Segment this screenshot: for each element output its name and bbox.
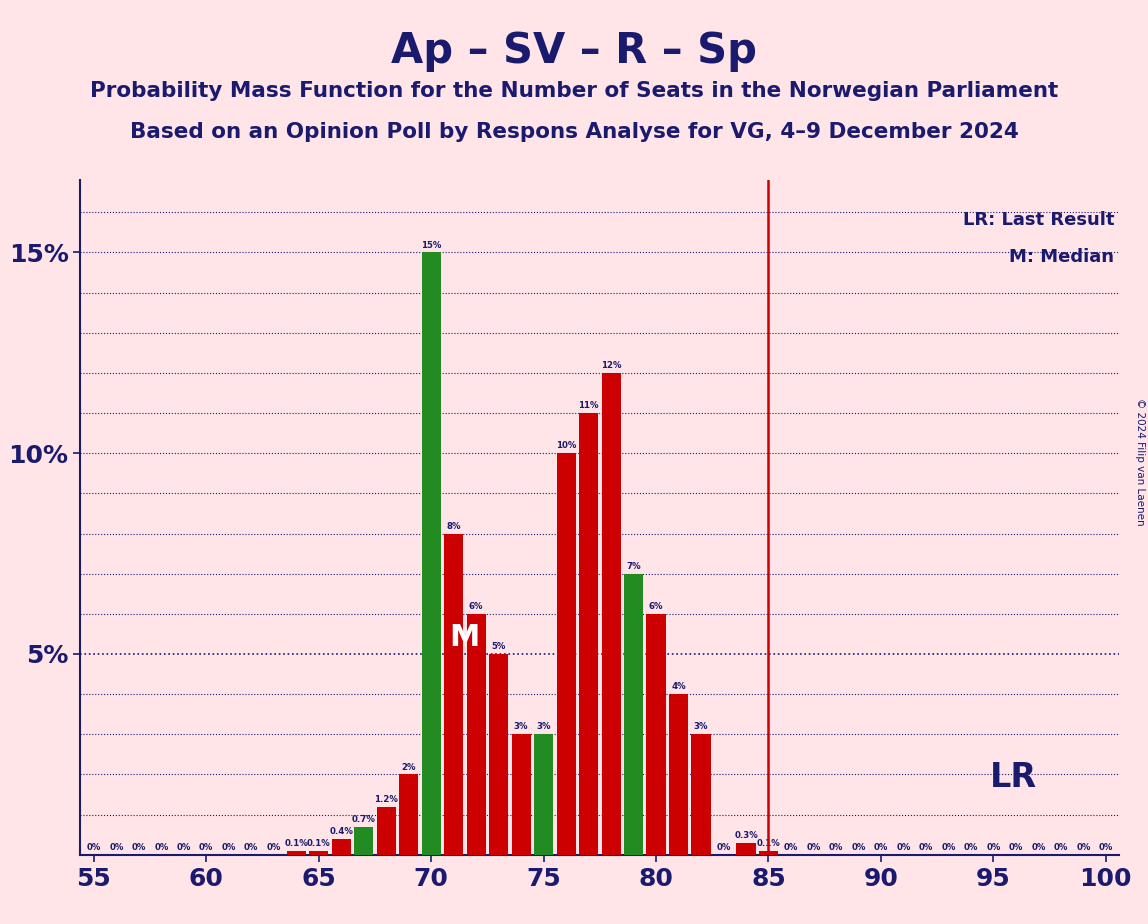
Text: 0%: 0% (1099, 843, 1114, 852)
Text: 0%: 0% (109, 843, 124, 852)
Text: 0%: 0% (132, 843, 146, 852)
Text: Based on an Opinion Poll by Respons Analyse for VG, 4–9 December 2024: Based on an Opinion Poll by Respons Anal… (130, 122, 1018, 142)
Text: 15%: 15% (421, 240, 441, 249)
Text: 0.4%: 0.4% (329, 827, 354, 836)
Text: 7%: 7% (627, 562, 641, 571)
Text: 0.1%: 0.1% (307, 839, 331, 848)
Text: Ap – SV – R – Sp: Ap – SV – R – Sp (391, 30, 757, 71)
Bar (759, 851, 778, 855)
Bar (737, 843, 755, 855)
Text: 0.3%: 0.3% (734, 831, 758, 840)
Bar (377, 807, 396, 855)
Bar (669, 694, 688, 855)
Text: 0%: 0% (986, 843, 1001, 852)
Text: 3%: 3% (693, 723, 708, 732)
Text: 12%: 12% (600, 361, 621, 371)
Text: © 2024 Filip van Laenen: © 2024 Filip van Laenen (1135, 398, 1145, 526)
Text: 0%: 0% (784, 843, 798, 852)
Text: 0%: 0% (177, 843, 191, 852)
Text: Probability Mass Function for the Number of Seats in the Norwegian Parliament: Probability Mass Function for the Number… (90, 81, 1058, 102)
Text: 8%: 8% (447, 522, 460, 530)
Text: 0%: 0% (941, 843, 955, 852)
Bar (557, 453, 575, 855)
Text: 4%: 4% (672, 682, 685, 691)
Bar (354, 827, 373, 855)
Bar (579, 413, 598, 855)
Text: 0%: 0% (963, 843, 978, 852)
Text: M: Median: M: Median (1009, 248, 1114, 265)
Bar (421, 252, 441, 855)
Text: LR: Last Result: LR: Last Result (963, 211, 1114, 228)
Text: 0%: 0% (199, 843, 214, 852)
Text: 0%: 0% (1031, 843, 1046, 852)
Bar (400, 774, 418, 855)
Text: 0%: 0% (1054, 843, 1068, 852)
Text: 6%: 6% (649, 602, 664, 611)
Bar (444, 533, 463, 855)
Text: 6%: 6% (468, 602, 483, 611)
Text: 10%: 10% (556, 442, 576, 450)
Text: 0.1%: 0.1% (285, 839, 308, 848)
Bar (625, 574, 643, 855)
Text: 2%: 2% (402, 762, 416, 772)
Text: 0%: 0% (852, 843, 866, 852)
Bar (691, 735, 711, 855)
Text: 0%: 0% (874, 843, 889, 852)
Text: 11%: 11% (579, 401, 599, 410)
Bar (602, 373, 621, 855)
Text: 0%: 0% (245, 843, 258, 852)
Bar (512, 735, 530, 855)
Text: 0%: 0% (154, 843, 169, 852)
Text: 1.2%: 1.2% (374, 795, 398, 804)
Text: 0%: 0% (86, 843, 101, 852)
Text: 0%: 0% (1076, 843, 1091, 852)
Bar (534, 735, 553, 855)
Text: M: M (450, 624, 480, 652)
Text: 3%: 3% (514, 723, 528, 732)
Text: 0.7%: 0.7% (351, 815, 375, 824)
Text: 0%: 0% (918, 843, 933, 852)
Bar (309, 851, 328, 855)
Text: 0%: 0% (266, 843, 281, 852)
Text: 0%: 0% (806, 843, 821, 852)
Text: LR: LR (990, 760, 1037, 794)
Bar (332, 839, 351, 855)
Text: 0%: 0% (829, 843, 843, 852)
Bar (646, 614, 666, 855)
Text: 3%: 3% (536, 723, 551, 732)
Bar (287, 851, 305, 855)
Bar (466, 614, 486, 855)
Text: 0%: 0% (1009, 843, 1023, 852)
Bar (489, 654, 509, 855)
Text: 0%: 0% (897, 843, 910, 852)
Text: 5%: 5% (491, 642, 506, 651)
Text: 0%: 0% (222, 843, 236, 852)
Text: 0.1%: 0.1% (757, 839, 781, 848)
Text: 0%: 0% (716, 843, 730, 852)
